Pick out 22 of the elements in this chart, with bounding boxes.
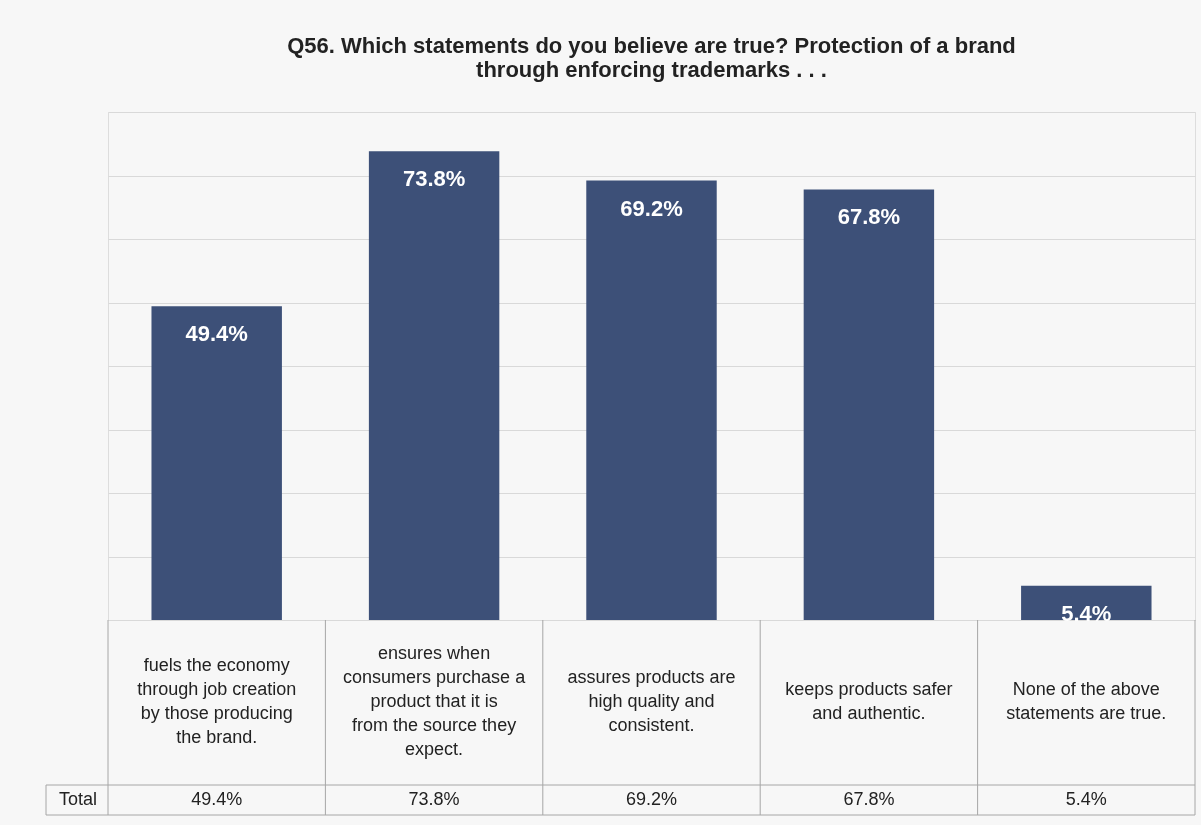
bar <box>586 180 717 620</box>
x-tick-label: ensures when consumers purchase a product that it is from the source they expect. <box>343 643 527 759</box>
x-tick-label: None of the above statements are true. <box>1006 679 1167 723</box>
data-label: 67.8% <box>843 789 895 809</box>
text: 5.4% <box>1061 600 1112 626</box>
x-tick-label: assures products are high quality and consistent. <box>567 667 736 735</box>
data-label: 73.8% <box>408 789 460 809</box>
chart-title: Q56. Which statements do you believe are true? Protection of a brand through enforcing trademarks . . . <box>287 33 1016 82</box>
text: 73.8% <box>402 166 466 192</box>
x-tick-label: fuels the economy through job creation by those producing the brand. <box>137 655 297 747</box>
data-label: 69.2% <box>625 789 678 809</box>
data-label: 49.4% <box>191 789 243 809</box>
bar <box>151 306 282 620</box>
x-tick-label: keeps products safer and authentic. <box>785 679 953 723</box>
data-label: 5.4% <box>1065 789 1107 809</box>
text: Total <box>58 789 98 809</box>
text: 67.8% <box>837 204 901 230</box>
text: 49.4% <box>185 321 248 347</box>
bar <box>803 189 935 620</box>
text: 69.2% <box>620 195 683 221</box>
bar <box>1021 585 1152 620</box>
bar <box>368 151 500 620</box>
